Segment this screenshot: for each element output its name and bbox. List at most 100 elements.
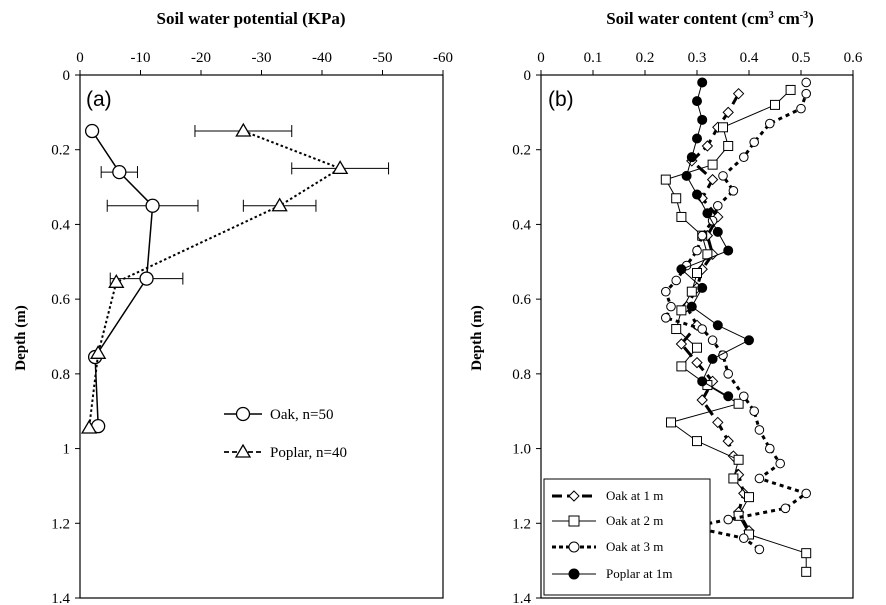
data-point <box>707 353 718 364</box>
data-point <box>691 356 703 369</box>
y-tick-label: 1.2 <box>512 516 531 532</box>
data-point <box>801 548 812 559</box>
data-point <box>707 159 718 170</box>
legend-label-poplar: Poplar, n=40 <box>270 445 347 461</box>
data-point <box>692 189 702 200</box>
panel-a-title: Soil water potential (KPa) <box>156 9 345 28</box>
plot-frame <box>79 74 444 599</box>
data-point <box>739 391 749 402</box>
y-tick-label: 1.4 <box>51 591 70 605</box>
data-point <box>697 282 708 293</box>
data-point <box>701 140 714 152</box>
legend-marker-oak-1m <box>568 490 580 502</box>
data-point <box>139 271 154 286</box>
y-tick-label: 1.2 <box>51 516 70 532</box>
data-point <box>801 88 812 99</box>
data-point <box>732 87 745 100</box>
series-line <box>88 130 342 429</box>
data-point <box>754 425 765 435</box>
data-point <box>712 416 724 429</box>
y-tick-label: 1.0 <box>512 442 531 458</box>
panel-b-legend: Oak at 1 m Oak at 2 m Oak at 3 m Poplar … <box>543 478 711 596</box>
y-tick-label: 0 <box>524 68 532 84</box>
legend-marker-poplar-1m <box>568 568 580 580</box>
data-point <box>739 152 749 162</box>
data-point <box>80 419 98 434</box>
data-point <box>108 274 125 288</box>
data-point <box>676 211 687 222</box>
data-point <box>681 170 692 181</box>
data-point <box>692 245 702 256</box>
data-point <box>718 350 728 360</box>
data-point <box>332 160 349 175</box>
data-point <box>728 473 739 484</box>
data-point <box>666 417 676 428</box>
data-point <box>722 435 734 447</box>
legend-label-oak-3m: Oak at 3 m <box>606 539 663 554</box>
data-point <box>754 544 765 555</box>
y-tick-label: 0.4 <box>512 217 531 233</box>
panel-a-ylabel: Depth (m) <box>13 305 29 370</box>
data-point <box>722 106 734 119</box>
series-line <box>91 130 154 427</box>
x-tick-label: 0.2 <box>636 50 655 66</box>
data-point <box>661 313 671 323</box>
data-point <box>661 286 671 297</box>
data-point <box>765 443 775 454</box>
data-point <box>754 473 765 484</box>
data-point <box>712 320 723 331</box>
panel-a-axes: 0 -10 -20 -30 -40 -50 -60 0 0.2 0.4 0.6 0.8 1 1.2 1.4 <box>51 50 453 605</box>
data-point <box>84 123 100 139</box>
legend-marker-oak-3m <box>568 541 580 553</box>
data-point <box>90 345 107 359</box>
data-point <box>697 324 708 334</box>
panel-b-axes: 0 0.1 0.2 0.3 0.4 0.5 0.6 0 0.2 0.4 0.6 0.8 1.0 1.2 1.… <box>512 50 863 605</box>
data-point <box>692 133 702 144</box>
y-tick-label: 0 <box>63 68 71 84</box>
data-point <box>671 275 682 286</box>
x-tick-label: 0 <box>537 50 545 66</box>
data-point <box>671 193 682 204</box>
y-tick-label: 1 <box>63 442 71 458</box>
y-tick-label: 0.8 <box>51 367 70 383</box>
data-point <box>785 84 796 95</box>
panel-b-series <box>660 77 812 577</box>
data-point <box>671 324 682 335</box>
x-tick-label: -60 <box>433 50 453 66</box>
x-tick-label: 0.6 <box>844 50 863 66</box>
data-point <box>749 137 760 148</box>
legend-label-poplar-1m: Poplar at 1m <box>606 566 672 581</box>
y-tick-label: 1.4 <box>512 591 531 605</box>
panel-a-soil-water-potential: Soil water potential (KPa) Depth (m) 0 -1… <box>13 9 453 605</box>
x-tick-label: -40 <box>312 50 332 66</box>
data-point <box>728 186 739 196</box>
x-tick-label: 0 <box>76 50 84 66</box>
data-point <box>712 226 723 237</box>
data-point <box>697 376 708 387</box>
data-point <box>686 301 697 312</box>
data-point <box>702 208 713 219</box>
legend-label-oak-1m: Oak at 1 m <box>606 488 663 503</box>
y-tick-label: 0.6 <box>51 292 70 308</box>
data-point <box>733 454 744 465</box>
data-point <box>692 342 702 353</box>
data-point <box>796 103 806 114</box>
data-point <box>112 164 127 180</box>
data-point <box>686 152 697 163</box>
data-point <box>660 174 671 185</box>
data-point <box>801 77 812 88</box>
data-point <box>707 335 718 346</box>
legend-label-oak-2m: Oak at 2 m <box>606 513 663 528</box>
data-point <box>697 77 708 88</box>
data-point <box>666 301 676 312</box>
y-tick-label: 0.2 <box>51 143 70 159</box>
data-point <box>692 436 702 447</box>
data-point <box>697 114 708 125</box>
data-point <box>733 398 744 409</box>
series-line <box>664 82 808 551</box>
data-point <box>770 99 780 110</box>
data-point <box>696 394 708 406</box>
data-point <box>723 140 734 151</box>
data-point <box>718 171 728 181</box>
